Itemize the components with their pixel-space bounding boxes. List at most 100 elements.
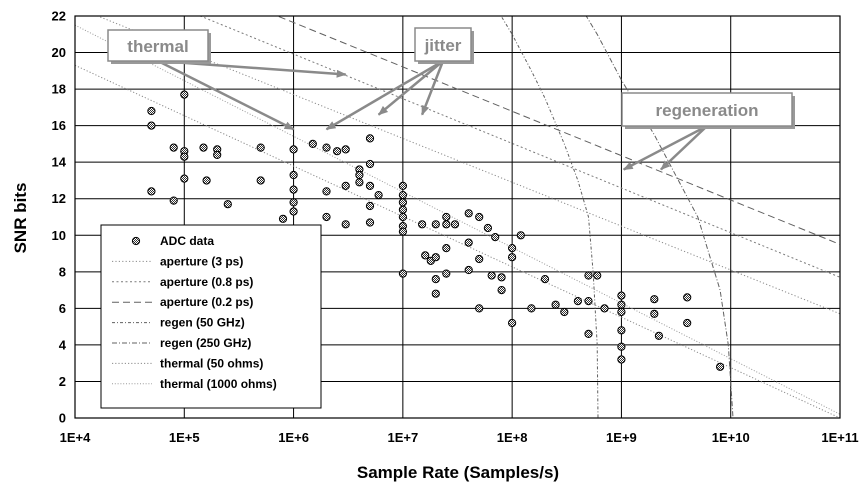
data-point (497, 286, 506, 295)
data-point (147, 187, 156, 196)
annotation-label: thermal (127, 37, 188, 56)
legend-entry: regen (50 GHz) (112, 316, 245, 330)
annotations: thermal jitter regeneration (107, 27, 795, 171)
data-point (256, 143, 265, 152)
annotation-arrow (377, 60, 444, 116)
annotation-label: jitter (424, 36, 462, 55)
data-point (483, 223, 492, 233)
data-point (551, 300, 560, 309)
data-point (527, 304, 536, 313)
data-point (464, 238, 473, 247)
data-point (540, 275, 550, 284)
x-tick-labels: 1E+4 1E+5 1E+6 1E+7 1E+8 1E+9 1E+10 1E+11 (60, 430, 859, 445)
series-line-4 (500, 16, 599, 418)
annotation-label: regeneration (656, 101, 759, 120)
x-tick-label: 1E+5 (169, 430, 200, 445)
y-tick-label: 10 (52, 228, 66, 243)
data-point (398, 181, 407, 190)
y-tick-label: 8 (59, 264, 66, 279)
data-point (507, 318, 517, 328)
data-point (617, 355, 626, 364)
data-point (464, 265, 473, 275)
data-point (322, 212, 331, 222)
x-tick-label: 1E+6 (278, 430, 309, 445)
data-point (617, 300, 626, 309)
data-point (418, 220, 427, 229)
data-point (507, 244, 517, 253)
y-tick-label: 2 (59, 374, 66, 389)
data-point (654, 331, 664, 340)
data-point (421, 251, 430, 260)
annotation-arrow (325, 59, 444, 131)
data-point (289, 185, 298, 194)
data-point (475, 304, 484, 313)
data-point (365, 201, 375, 211)
data-point (475, 254, 484, 264)
annotation-box (107, 29, 209, 62)
x-tick-label: 1E+8 (497, 430, 528, 445)
data-point (573, 297, 583, 306)
x-tick-label: 1E+10 (712, 430, 750, 445)
data-point (289, 207, 298, 216)
data-point (289, 170, 298, 180)
legend-box (100, 224, 322, 409)
annotation-box (621, 92, 793, 127)
data-point (617, 291, 626, 300)
y-tick-label: 22 (52, 9, 66, 24)
data-point (341, 145, 350, 154)
data-point (650, 309, 659, 318)
data-point (650, 295, 659, 304)
data-point (365, 218, 375, 227)
data-point (487, 271, 496, 280)
legend-entry: thermal (1000 ohms) (112, 377, 277, 391)
data-point (180, 90, 189, 99)
adc-data-markers (147, 90, 725, 371)
data-point (365, 134, 375, 143)
legend-label: regen (50 GHz) (160, 316, 245, 330)
series-lines (75, 16, 840, 418)
data-point (431, 289, 440, 298)
data-point (683, 318, 692, 328)
y-tick-label: 18 (52, 82, 66, 97)
x-tick-label: 1E+7 (387, 430, 418, 445)
data-point (202, 176, 211, 185)
data-point (278, 214, 288, 223)
data-point (308, 139, 317, 148)
data-point (256, 176, 265, 185)
legend-label: aperture (0.8 ps) (160, 275, 253, 289)
data-point (683, 293, 692, 302)
annotation-arrow (622, 124, 708, 171)
legend-entry: ADC data (131, 234, 214, 248)
legend-label: aperture (3 ps) (160, 254, 243, 268)
data-point (398, 269, 407, 278)
data-point (341, 220, 350, 229)
data-point (398, 205, 407, 214)
legend-entry: aperture (0.2 ps) (112, 295, 253, 309)
data-point (617, 342, 626, 351)
data-point (431, 220, 440, 229)
data-point (584, 329, 593, 338)
data-point (464, 209, 473, 218)
y-tick-label: 12 (52, 191, 66, 206)
x-tick-label: 1E+11 (821, 430, 858, 445)
data-point (169, 196, 178, 205)
series-line-7 (75, 24, 840, 415)
data-point (475, 212, 484, 222)
data-point (516, 231, 525, 240)
data-point (341, 181, 350, 190)
data-point (374, 191, 383, 200)
series-line-5 (585, 16, 734, 418)
data-point (617, 307, 626, 317)
series-line-6 (75, 64, 840, 418)
annotation-1: jitter (325, 27, 474, 131)
y-tick-label: 6 (59, 301, 66, 316)
data-point (355, 170, 364, 180)
y-tick-label: 20 (52, 45, 66, 60)
x-tick-label: 1E+9 (606, 430, 637, 445)
series-line-3 (276, 16, 840, 245)
annotation-0: thermal (107, 29, 347, 131)
legend-label: ADC data (160, 234, 214, 248)
data-point (584, 271, 593, 280)
data-point (442, 220, 451, 229)
